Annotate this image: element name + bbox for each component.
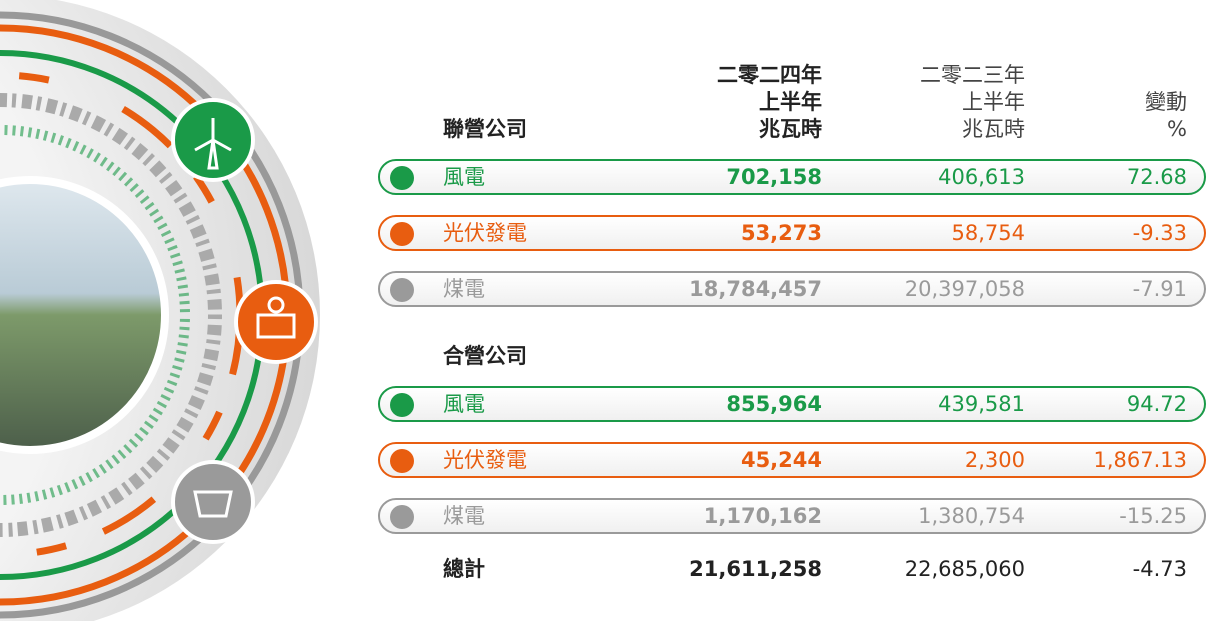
- row-value: -7.91: [1132, 277, 1187, 301]
- column-header: 兆瓦時: [962, 117, 1025, 141]
- row-value: 20,397,058: [904, 277, 1025, 301]
- total-value: -4.73: [1132, 557, 1187, 581]
- column-header: 上半年: [962, 90, 1025, 114]
- section-title: 合營公司: [443, 344, 527, 368]
- row-label: 光伏發電: [443, 221, 527, 245]
- row-value: 1,380,754: [918, 504, 1025, 528]
- column-header: 上半年: [759, 90, 822, 114]
- row-value: 855,964: [726, 392, 822, 416]
- row-value: 94.72: [1126, 392, 1187, 416]
- ring: [0, 93, 222, 537]
- row-value: 702,158: [726, 165, 822, 189]
- row-dot: [390, 278, 414, 302]
- row-label: 煤電: [443, 277, 485, 301]
- row-value: 58,754: [951, 221, 1025, 245]
- row-value: 2,300: [964, 448, 1025, 472]
- row-pill: [378, 159, 1206, 195]
- row-pill: [378, 498, 1206, 534]
- row-label: 風電: [443, 392, 485, 416]
- row-value: 18,784,457: [689, 277, 822, 301]
- row-dot: [390, 393, 414, 417]
- row-value: 53,273: [740, 221, 822, 245]
- solar-icon: [234, 280, 318, 364]
- decorative-graphic: [0, 0, 320, 621]
- row-pill: [378, 271, 1206, 307]
- column-header: 二零二四年: [717, 63, 822, 87]
- coal-icon: [171, 460, 255, 544]
- column-header: 二零二三年: [920, 63, 1025, 87]
- total-value: 22,685,060: [904, 557, 1025, 581]
- row-pill: [378, 215, 1206, 251]
- row-value: -15.25: [1119, 504, 1187, 528]
- row-value: -9.33: [1132, 221, 1187, 245]
- row-value: 72.68: [1126, 165, 1187, 189]
- row-dot: [390, 449, 414, 473]
- total-label: 總計: [443, 557, 485, 581]
- row-value: 45,244: [740, 448, 822, 472]
- photo-circle: [0, 176, 169, 454]
- column-header: 變動: [1145, 90, 1187, 114]
- row-pill: [378, 442, 1206, 478]
- row-dot: [390, 166, 414, 190]
- row-pill: [378, 386, 1206, 422]
- column-header: %: [1167, 117, 1187, 141]
- row-dot: [390, 222, 414, 246]
- row-value: 406,613: [938, 165, 1025, 189]
- row-value: 1,867.13: [1093, 448, 1187, 472]
- row-value: 439,581: [938, 392, 1025, 416]
- section-title: 聯營公司: [443, 117, 527, 141]
- column-header: 兆瓦時: [759, 117, 822, 141]
- total-value: 21,611,258: [689, 557, 822, 581]
- row-label: 風電: [443, 165, 485, 189]
- row-label: 光伏發電: [443, 448, 527, 472]
- row-value: 1,170,162: [703, 504, 822, 528]
- row-dot: [390, 505, 414, 529]
- row-label: 煤電: [443, 504, 485, 528]
